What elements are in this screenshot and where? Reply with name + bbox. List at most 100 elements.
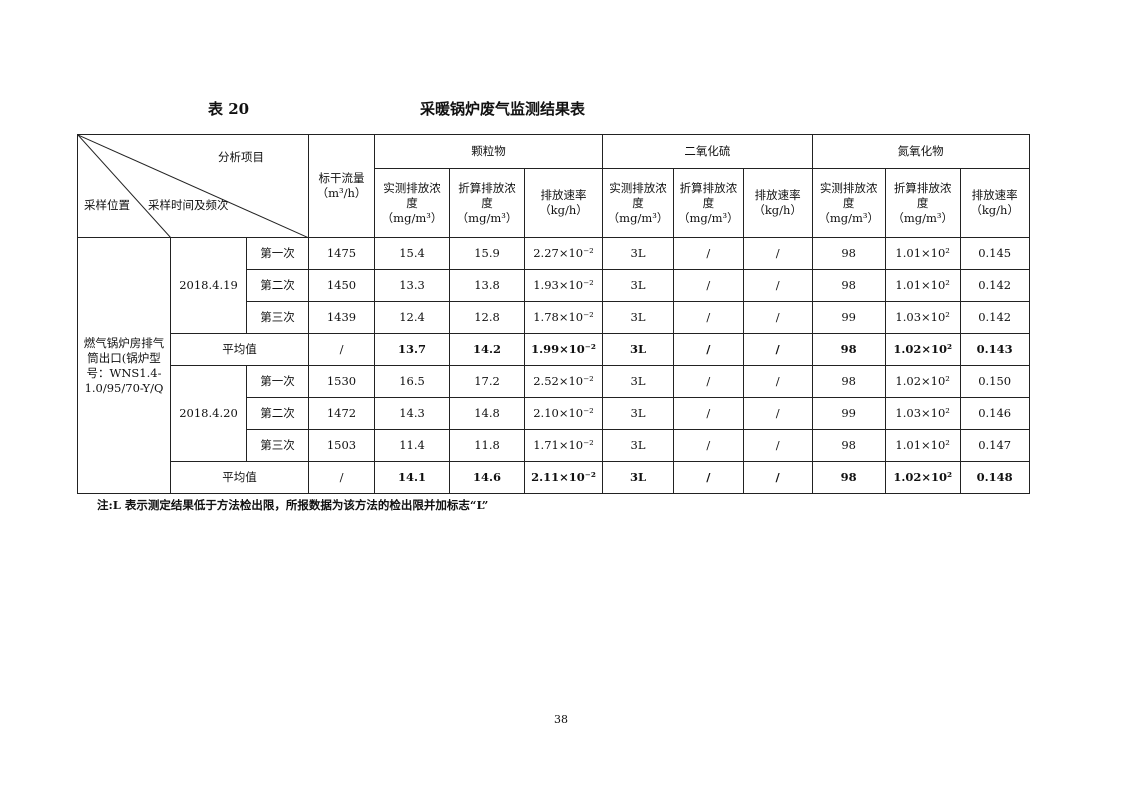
table-cell: 2.27×10⁻²: [524, 237, 603, 270]
sub-header: 实测排放浓度（mg/m³）: [602, 168, 674, 238]
table-cell: 第二次: [246, 269, 309, 302]
table-cell: 1.01×10²: [884, 429, 961, 462]
table-cell: 98: [811, 237, 886, 270]
location-cell: 燃气锅炉房排气筒出口(锅炉型号：WNS1.4-1.0/95/70-Y/Q: [77, 237, 171, 494]
table-cell: 1475: [308, 237, 375, 270]
table-cell: 第二次: [246, 397, 309, 430]
table-cell: 14.1: [374, 461, 450, 494]
table-cell: /: [673, 269, 744, 302]
table-cell: 13.7: [374, 333, 450, 366]
sample-location-label: 采样位置: [84, 198, 130, 212]
date-cell: 2018.4.19: [170, 237, 247, 334]
table-cell: 1.03×10²: [884, 301, 961, 334]
table-cell: 3L: [602, 269, 674, 302]
average-row: 平均值/14.1 14.6 2.11×10⁻² 3L //98 1.02×10² 0.148: [78, 461, 1030, 494]
table-cell: 1.03×10²: [884, 397, 961, 430]
table-cell: 第一次: [246, 365, 309, 398]
table-cell: 3L: [602, 301, 674, 334]
table-cell: 3L: [602, 365, 674, 398]
table-cell: 16.5: [374, 365, 450, 398]
table-cell: /: [742, 301, 813, 334]
flow-header: 标干流量 （m³/h）: [308, 134, 375, 238]
sub-header: 折算排放浓度（mg/m³）: [884, 168, 961, 238]
table-cell: 1.02×10²: [884, 461, 961, 494]
table-cell: 1.01×10²: [884, 237, 961, 270]
table-cell: 15.9: [449, 237, 525, 270]
table-cell: 98: [811, 269, 886, 302]
table-row: 第二次 1450 13.3 13.8 1.93×10⁻² 3L //98 1.01×10² 0.…: [78, 269, 1030, 302]
table-cell: 2.10×10⁻²: [524, 397, 603, 430]
table-cell: 2.52×10⁻²: [524, 365, 603, 398]
table-cell: 0.146: [959, 397, 1030, 430]
table-cell: 98: [811, 429, 886, 462]
sub-header: 排放速率（kg/h）: [524, 168, 603, 238]
table-cell: 12.8: [449, 301, 525, 334]
table-note: 注:L 表示测定结果低于方法检出限，所报数据为该方法的检出限并加标志“L”: [97, 498, 489, 512]
table-cell: 平均值: [170, 333, 309, 366]
table-cell: 11.4: [374, 429, 450, 462]
date-cell: 2018.4.20: [170, 365, 247, 462]
table-cell: 3L: [602, 429, 674, 462]
table-cell: 14.3: [374, 397, 450, 430]
table-cell: 第三次: [246, 301, 309, 334]
table-cell: /: [673, 333, 744, 366]
table-cell: 1.71×10⁻²: [524, 429, 603, 462]
table-cell: /: [742, 333, 813, 366]
sub-header: 实测排放浓度（mg/m³）: [811, 168, 886, 238]
table-cell: 99: [811, 301, 886, 334]
table-cell: 1472: [308, 397, 375, 430]
table-cell: 98: [811, 461, 886, 494]
table-cell: 1.02×10²: [884, 365, 961, 398]
results-table: 分析项目 采样位置 采样时间及频次 标干流量 （m³/h） 颗粒物 二氧化硫 氮氧…: [77, 134, 1030, 494]
table-row: 燃气锅炉房排气筒出口(锅炉型号：WNS1.4-1.0/95/70-Y/Q 2018…: [77, 237, 1030, 494]
table-cell: 13.3: [374, 269, 450, 302]
table-number: 表 20: [208, 100, 250, 118]
table-cell: 0.147: [959, 429, 1030, 462]
table-cell: 3L: [602, 397, 674, 430]
table-row: 第三次 1439 12.4 12.8 1.78×10⁻² 3L //99 1.03×10² 0.…: [78, 301, 1030, 334]
table-cell: 15.4: [374, 237, 450, 270]
sub-header: 折算排放浓度（mg/m³）: [673, 168, 744, 238]
table-row: 第二次 1472 14.3 14.8 2.10×10⁻² 3L //99 1.03×10² 0.…: [78, 397, 1030, 430]
table-cell: 3L: [602, 237, 674, 270]
table-cell: /: [308, 333, 375, 366]
table-cell: 0.150: [959, 365, 1030, 398]
table-cell: /: [673, 397, 744, 430]
table-cell: 1.78×10⁻²: [524, 301, 603, 334]
table-cell: 平均值: [170, 461, 309, 494]
table-cell: 12.4: [374, 301, 450, 334]
table-cell: 0.142: [959, 301, 1030, 334]
table-row: 2018.4.20 第一次 1530 16.5 17.2 2.52×10⁻² 3L //98 1…: [78, 365, 1030, 462]
diagonal-header-cell: 分析项目 采样位置 采样时间及频次: [77, 134, 309, 238]
group-header: 氮氧化物: [811, 134, 1030, 169]
table-cell: 第三次: [246, 429, 309, 462]
table-cell: 1.93×10⁻²: [524, 269, 603, 302]
table-cell: 14.2: [449, 333, 525, 366]
table-cell: 2.11×10⁻²: [524, 461, 603, 494]
group-header: 颗粒物: [374, 134, 603, 169]
table-title: 采暖锅炉废气监测结果表: [420, 100, 586, 118]
table-cell: /: [308, 461, 375, 494]
sample-time-label: 采样时间及频次: [148, 198, 229, 212]
table-cell: 1.01×10²: [884, 269, 961, 302]
page-number: 38: [554, 713, 568, 726]
table-cell: /: [673, 429, 744, 462]
sub-header: 排放速率（kg/h）: [959, 168, 1030, 238]
table-cell: 1439: [308, 301, 375, 334]
table-cell: 0.142: [959, 269, 1030, 302]
table-cell: /: [742, 237, 813, 270]
table-cell: /: [742, 429, 813, 462]
table-cell: 14.8: [449, 397, 525, 430]
table-cell: 0.145: [959, 237, 1030, 270]
table-cell: /: [673, 365, 744, 398]
table-cell: 1450: [308, 269, 375, 302]
table-cell: 98: [811, 365, 886, 398]
table-cell: 99: [811, 397, 886, 430]
table-cell: 3L: [602, 333, 674, 366]
table-cell: 1.02×10²: [884, 333, 961, 366]
table-cell: 98: [811, 333, 886, 366]
table-cell: 3L: [602, 461, 674, 494]
table-cell: /: [742, 397, 813, 430]
table-cell: 1530: [308, 365, 375, 398]
